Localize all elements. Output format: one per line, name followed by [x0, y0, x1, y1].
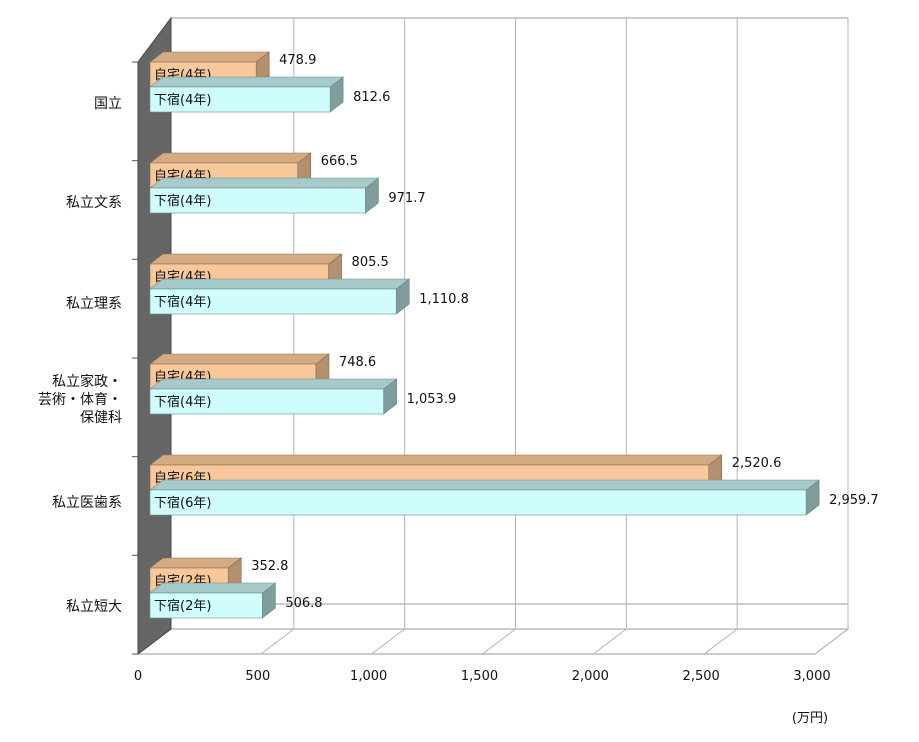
gridline-floor: [371, 628, 405, 655]
gridline-floor: [260, 628, 295, 655]
tick-label: 1,000: [350, 669, 387, 684]
tick-label: 3,000: [793, 669, 830, 684]
category-label: 私立短大: [66, 599, 122, 615]
bar-front: [149, 187, 366, 214]
category-label: 私立医歯系: [52, 495, 122, 511]
bar-top: [149, 152, 312, 164]
bar-boarding: 下宿(4年) 812.6: [149, 76, 390, 113]
tick-label: 500: [245, 669, 270, 684]
bar-top: [149, 76, 345, 88]
bar-boarding: 下宿(4年) 1,053.9: [149, 378, 457, 415]
tick-label: 1,500: [461, 669, 498, 684]
gridline-floor: [703, 628, 738, 655]
gridline-floor: [593, 628, 627, 655]
category-label-line: 私立家政・: [52, 373, 122, 390]
category-label: 私立理系: [66, 296, 122, 312]
tick-label: 2,000: [572, 669, 609, 684]
value-axis-ticks: 0 500 1,000 1,500 2,000 2,500 3,000: [134, 669, 831, 684]
bar-boarding: 下宿(6年) 2,959.7: [149, 479, 879, 516]
bar-label: 下宿(4年): [154, 294, 211, 310]
bar-label: 下宿(4年): [154, 394, 211, 410]
bar-front: [149, 288, 397, 315]
category-label-line: 私立医歯系: [52, 495, 122, 511]
bars: 自宅(4年)478.9自宅(4年)666.5自宅(4年)805.5自宅(4年)7…: [149, 51, 879, 619]
bar-top: [149, 51, 271, 63]
category-label-line: 私立文系: [66, 195, 122, 211]
value-label: 478.9: [279, 53, 316, 68]
value-label: 748.6: [339, 355, 376, 370]
value-label: 2,520.6: [732, 456, 782, 471]
bar-top: [149, 378, 398, 390]
gridline-floor: [482, 628, 516, 655]
bar-boarding: 下宿(4年) 971.7: [149, 177, 426, 214]
bar-boarding: 下宿(4年) 1,110.8: [149, 278, 469, 315]
bar-top: [149, 253, 343, 265]
value-label: 812.6: [353, 90, 390, 105]
value-label: 352.8: [251, 559, 288, 574]
bar-top: [149, 582, 277, 594]
floor-panel: [136, 628, 850, 655]
bar-front: [149, 388, 384, 415]
category-label-line: 芸術・体育・: [38, 392, 122, 408]
category-label: 私立家政・芸術・体育・保健科: [38, 373, 122, 426]
category-label-line: 私立短大: [66, 599, 122, 615]
category-label-line: 保健科: [80, 410, 122, 426]
bar-label: 下宿(4年): [154, 92, 211, 108]
value-label: 666.5: [321, 154, 358, 169]
bar-top: [149, 479, 820, 491]
bar-boarding: 下宿(2年) 506.8: [149, 582, 323, 619]
category-label: 私立文系: [66, 195, 122, 211]
tick-label: 0: [134, 669, 142, 684]
category-label-line: 私立理系: [66, 296, 122, 312]
value-label: 1,110.8: [419, 292, 469, 307]
bar-top: [149, 557, 243, 569]
bar-front: [149, 489, 807, 516]
value-label: 971.7: [388, 191, 425, 206]
bar-label: 下宿(6年): [154, 495, 211, 511]
value-label: 506.8: [285, 596, 322, 611]
bar-label: 下宿(4年): [154, 193, 211, 209]
value-label: 805.5: [352, 255, 389, 270]
value-label: 2,959.7: [829, 493, 879, 508]
tick-label: 2,500: [683, 669, 720, 684]
bar-top: [149, 454, 723, 466]
category-label: 国立: [94, 96, 122, 112]
value-label: 1,053.9: [407, 392, 457, 407]
bar-top: [149, 353, 330, 365]
bar-front: [149, 592, 263, 619]
bar-front: [149, 86, 331, 113]
unit-label: (万円): [792, 711, 828, 726]
bar-top: [149, 177, 380, 189]
bar-label: 下宿(2年): [154, 598, 211, 614]
chart-floor: [136, 628, 850, 655]
category-label-line: 国立: [94, 96, 122, 112]
bar-top: [149, 278, 411, 290]
gridline-floor: [814, 628, 849, 655]
